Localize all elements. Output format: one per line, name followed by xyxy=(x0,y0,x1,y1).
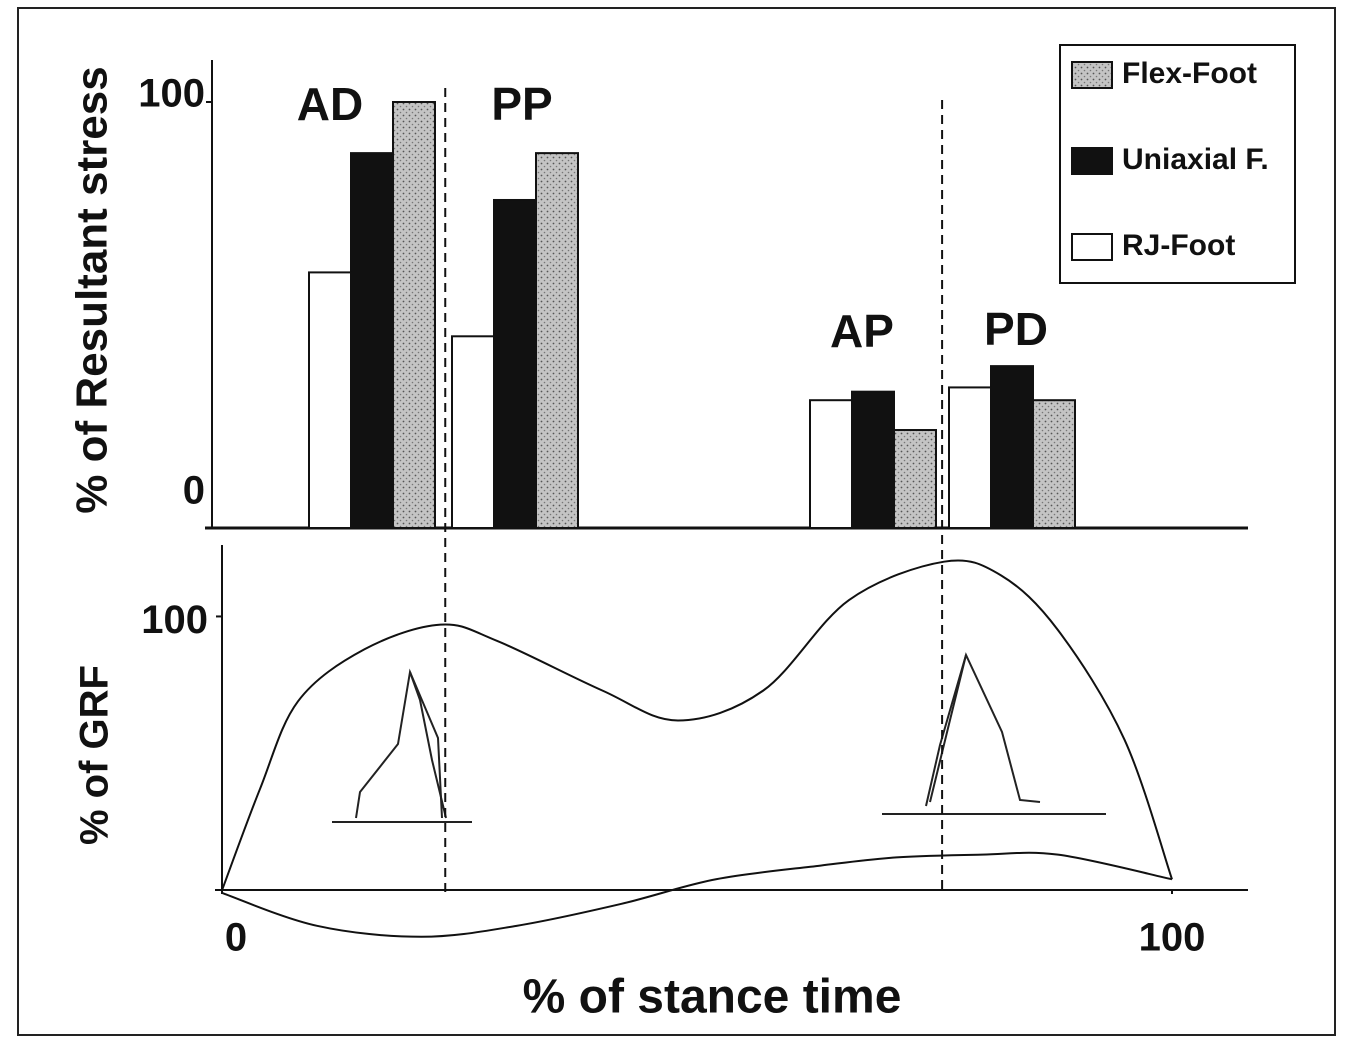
y-tick-label: 0 xyxy=(183,469,205,513)
bar xyxy=(451,335,495,529)
bar xyxy=(851,390,895,529)
bar xyxy=(990,365,1034,529)
category-label: AD xyxy=(297,78,363,130)
bar xyxy=(535,152,579,529)
legend-swatch xyxy=(1071,61,1113,89)
category-label: PP xyxy=(491,78,552,130)
x-tick-label: 100 xyxy=(1139,916,1206,960)
y-axis-label: % of GRF xyxy=(73,665,117,845)
line xyxy=(221,559,1173,891)
legend-swatch xyxy=(1071,233,1113,261)
bar xyxy=(350,152,394,529)
bar xyxy=(308,271,352,529)
bar xyxy=(809,399,853,530)
x-tick-label: 0 xyxy=(225,916,247,960)
stick-figure xyxy=(332,652,1106,823)
bar xyxy=(948,386,992,530)
frame xyxy=(17,7,1336,1036)
category-label: AP xyxy=(830,305,894,357)
y-tick-label: 100 xyxy=(138,72,205,116)
legend-label: RJ-Foot xyxy=(1122,229,1235,262)
y-axis-label: % of Resultant stress xyxy=(68,66,117,513)
bar xyxy=(1032,399,1076,530)
category-label: PD xyxy=(984,303,1048,355)
legend-label: Flex-Foot xyxy=(1122,57,1257,90)
bar xyxy=(893,429,937,529)
legend-swatch xyxy=(1071,147,1113,175)
y-tick-label: 100 xyxy=(141,598,208,642)
line xyxy=(221,851,1173,938)
bar xyxy=(493,198,537,529)
bar xyxy=(392,101,436,529)
x-axis-label: % of stance time xyxy=(523,971,902,1024)
legend-label: Uniaxial F. xyxy=(1122,143,1269,176)
